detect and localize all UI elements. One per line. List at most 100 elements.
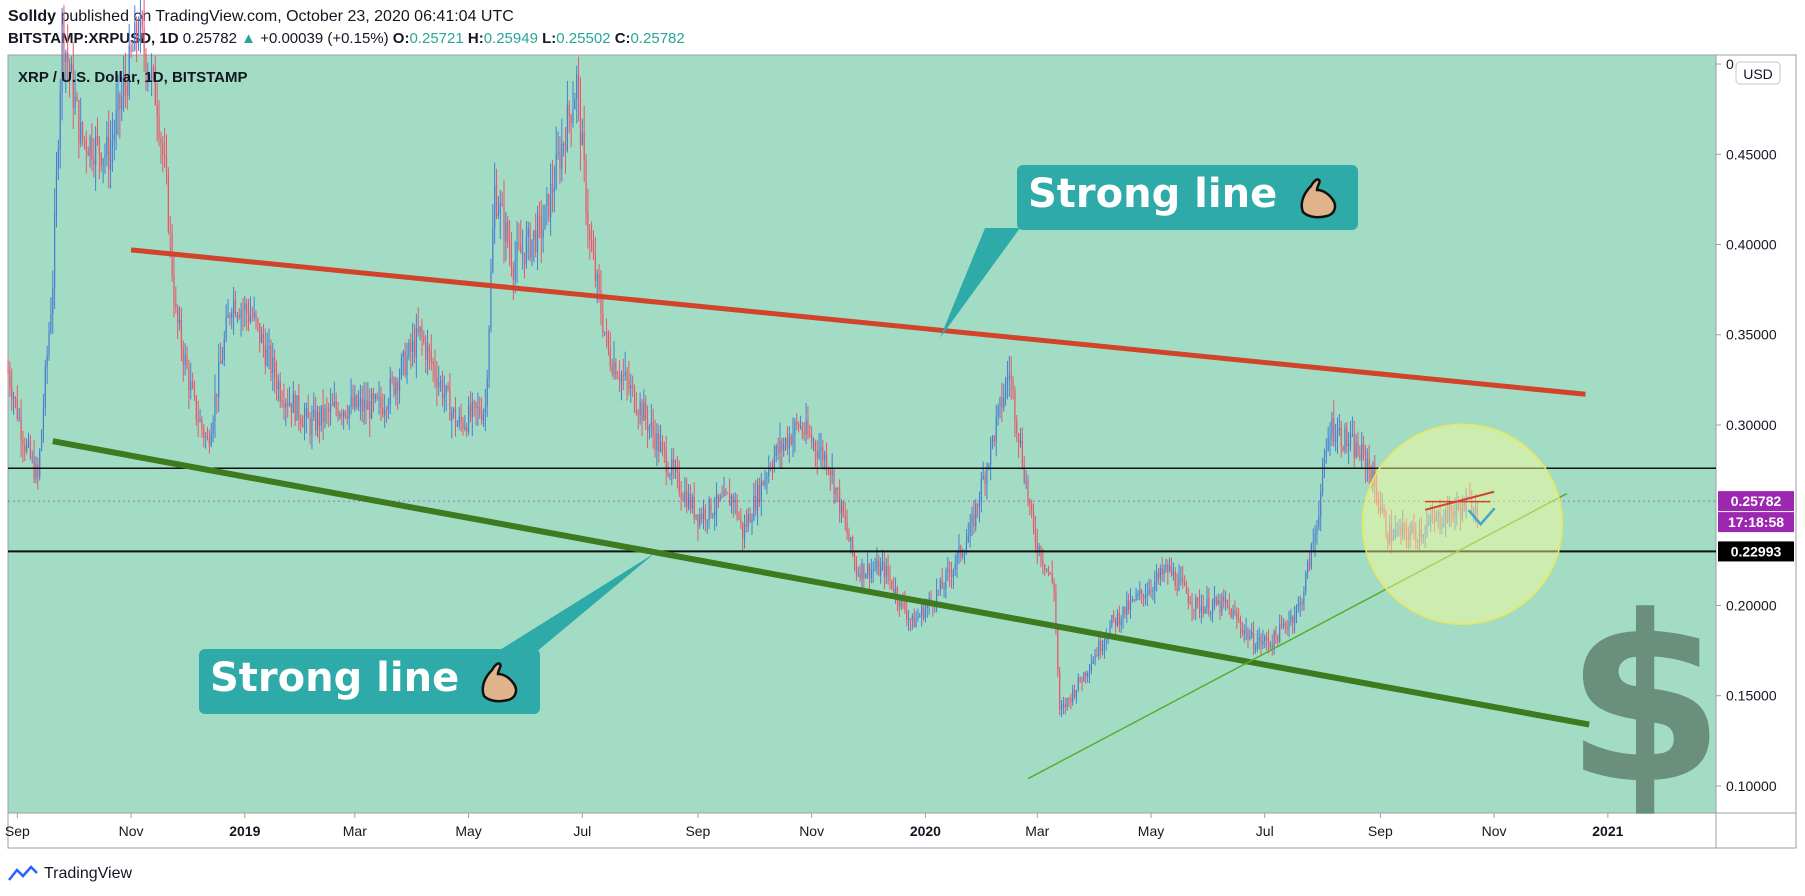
- candle-body: [89, 137, 91, 157]
- small-resistance-line[interactable]: [1424, 490, 1495, 511]
- highlight-circle[interactable]: [1361, 423, 1564, 625]
- tradingview-logo-icon: [8, 865, 38, 881]
- candle-body: [1001, 397, 1003, 408]
- candle-body: [1333, 418, 1335, 442]
- candle-body: [1146, 594, 1148, 596]
- support-trend-line[interactable]: [52, 438, 1590, 728]
- candle-body: [464, 426, 466, 429]
- candle-body: [1364, 450, 1367, 468]
- candle-body: [807, 420, 809, 434]
- candle-body: [1075, 689, 1078, 697]
- candle-body: [775, 446, 777, 457]
- candle-body: [251, 316, 253, 318]
- candle-body: [1465, 498, 1467, 512]
- close-value: 0.25782: [630, 30, 685, 47]
- candle-body: [1407, 535, 1409, 541]
- y-tick-label: 0: [1726, 56, 1734, 72]
- candle-body: [182, 348, 184, 365]
- candle-body: [1087, 673, 1089, 677]
- price-axis[interactable]: [1715, 54, 1797, 814]
- candle-body: [824, 454, 826, 461]
- candle-body: [137, 40, 140, 42]
- candle-body: [436, 377, 438, 388]
- candle-body: [410, 342, 412, 352]
- rising-trend-line[interactable]: [1027, 492, 1568, 780]
- candle-body: [9, 371, 11, 387]
- candle-body: [1402, 523, 1404, 535]
- candle-body: [579, 91, 582, 146]
- candle-body: [1435, 514, 1437, 522]
- candle-body: [859, 573, 861, 580]
- candle-body: [354, 395, 356, 407]
- candle-body: [577, 74, 580, 92]
- candle-body: [206, 436, 209, 439]
- candle-body: [74, 96, 76, 108]
- candle-body: [212, 421, 214, 435]
- candle-body: [848, 533, 850, 542]
- candle-body: [305, 408, 307, 417]
- candle-body: [609, 350, 611, 366]
- candle-body: [950, 573, 953, 577]
- candle-body: [602, 313, 604, 333]
- candle-body: [466, 426, 468, 432]
- candle-body: [1019, 440, 1022, 444]
- author-name[interactable]: Solldy: [8, 8, 57, 25]
- candle-body: [203, 428, 205, 438]
- candle-body: [779, 440, 781, 454]
- candle-body: [1430, 515, 1432, 523]
- candle-body: [471, 401, 473, 418]
- candle-body: [1368, 458, 1370, 471]
- candle-body: [1450, 502, 1452, 512]
- candle-body: [689, 493, 692, 509]
- candle-body: [1458, 502, 1460, 509]
- currency-box[interactable]: [1735, 61, 1781, 85]
- candle-body: [479, 406, 481, 415]
- candle-body: [490, 271, 492, 329]
- published-text: published on TradingView.com, October 23…: [60, 8, 514, 25]
- candle-body: [732, 496, 734, 503]
- candle-body: [55, 169, 58, 213]
- candle-body: [499, 203, 501, 214]
- candle-body: [585, 160, 587, 212]
- candle-body: [173, 273, 175, 303]
- resistance-trend-line[interactable]: [130, 247, 1586, 397]
- candle-body: [453, 408, 455, 413]
- candle-body: [1226, 600, 1229, 606]
- candle-body: [1016, 421, 1018, 434]
- candle-body: [1256, 641, 1258, 649]
- x-tick-label: May: [455, 823, 481, 839]
- candle-body: [290, 403, 293, 413]
- candle-body: [259, 322, 261, 343]
- time-axis[interactable]: [7, 812, 1717, 849]
- candle-body: [969, 524, 971, 537]
- candle-body: [1312, 542, 1314, 544]
- candle-body: [85, 139, 87, 151]
- candle-body: [799, 426, 802, 428]
- candle-body: [346, 415, 348, 419]
- up-arrow-icon: ▲: [241, 30, 257, 47]
- candle-body: [1452, 511, 1454, 518]
- candle-body: [678, 471, 680, 493]
- candle-body: [255, 312, 257, 320]
- candle-body: [840, 501, 843, 514]
- candle-body: [1077, 677, 1079, 690]
- candle-body: [482, 412, 485, 421]
- candle-body: [87, 150, 89, 157]
- candle-body: [1422, 534, 1424, 538]
- upper-callout[interactable]: Strong line: [940, 165, 1358, 338]
- candle-body: [191, 381, 194, 388]
- candle-body: [164, 154, 166, 157]
- candle-body: [27, 440, 30, 444]
- footer-brand[interactable]: TradingView: [44, 865, 133, 882]
- candle-body: [639, 402, 641, 415]
- upper-callout-label: Strong line: [1028, 171, 1277, 217]
- candle-body: [350, 397, 352, 407]
- candle-body: [1379, 505, 1381, 511]
- lower-callout[interactable]: Strong line: [199, 553, 655, 714]
- candle-body: [397, 382, 399, 391]
- candle-body: [495, 185, 498, 216]
- candle-body: [510, 250, 513, 269]
- candle-body: [663, 444, 665, 451]
- candle-body: [1211, 603, 1214, 613]
